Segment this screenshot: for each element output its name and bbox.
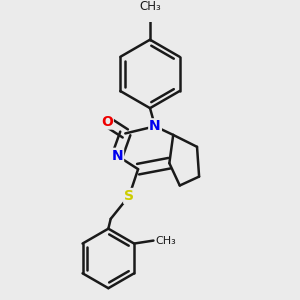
Text: N: N [149,119,161,133]
Text: O: O [101,115,113,128]
Text: CH₃: CH₃ [155,236,176,246]
Text: N: N [112,149,123,163]
Text: S: S [124,189,134,203]
Text: CH₃: CH₃ [139,0,161,13]
